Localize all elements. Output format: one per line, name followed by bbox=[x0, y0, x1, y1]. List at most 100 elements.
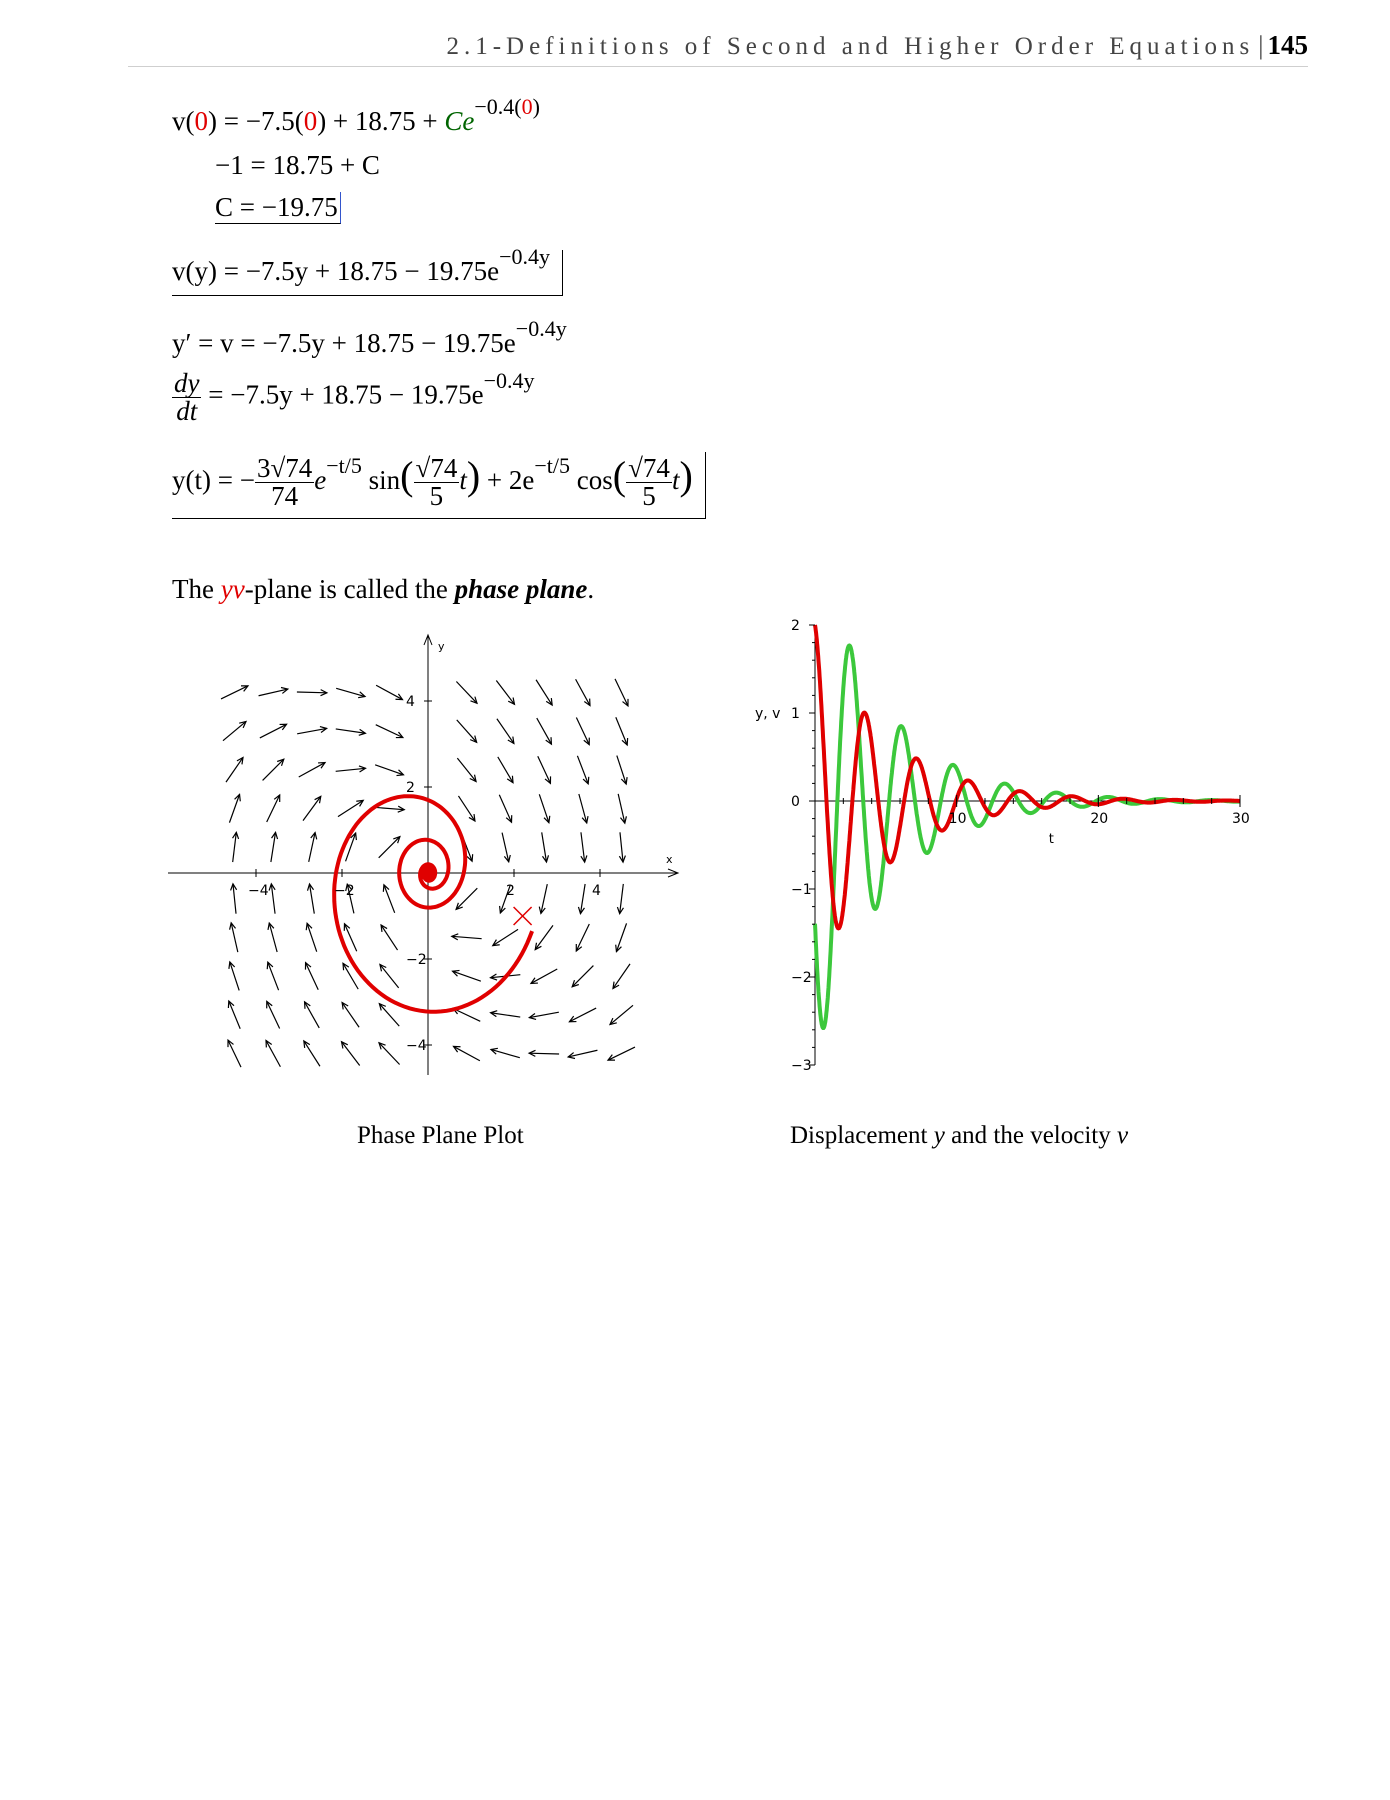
field-arrow bbox=[335, 728, 367, 736]
caption-displacement: Displacement y and the velocity v bbox=[790, 1122, 1128, 1150]
y-tick-label: −2 bbox=[791, 970, 812, 986]
field-arrow bbox=[378, 1041, 401, 1065]
equation-step2: −1 = 18.75 + C bbox=[215, 150, 380, 180]
field-arrow bbox=[538, 794, 551, 825]
x-tick-label: 20 bbox=[1090, 811, 1108, 827]
y-tick-label: 0 bbox=[791, 794, 800, 810]
x-tick-label: 30 bbox=[1232, 811, 1250, 827]
eq1-c: Ce bbox=[444, 106, 475, 136]
field-arrow bbox=[536, 717, 553, 746]
field-arrow bbox=[617, 793, 627, 825]
field-arrow bbox=[375, 684, 404, 701]
equation-y-prime: y′ = v = −7.5y + 18.75 − 19.75e−0.4y bbox=[172, 316, 567, 359]
field-arrow bbox=[575, 717, 590, 746]
x-tick-label: −2 bbox=[334, 883, 355, 899]
eq7-coef-num: 3√74 bbox=[254, 453, 315, 484]
field-arrow bbox=[489, 1047, 520, 1059]
field-arrow bbox=[308, 831, 318, 862]
field-arrow bbox=[337, 799, 365, 818]
page-number: 145 bbox=[1267, 30, 1309, 60]
field-arrow bbox=[535, 679, 553, 707]
field-arrow bbox=[262, 758, 285, 781]
field-arrow bbox=[568, 1007, 597, 1023]
x-tick-label: 4 bbox=[592, 883, 601, 899]
field-arrow bbox=[297, 725, 329, 735]
sentence-part3: . bbox=[587, 574, 595, 604]
field-arrow bbox=[268, 882, 276, 914]
eq1-exp-b: ) bbox=[532, 94, 540, 119]
y-axis-arrow bbox=[423, 633, 433, 646]
phase-plane-plot: x y −4 −2 2 4 4 2 −2 −4 bbox=[168, 633, 680, 1075]
eq1-right: ) + 18.75 + bbox=[317, 106, 445, 136]
eq7-arg-den: 5 bbox=[429, 481, 444, 512]
field-arrow bbox=[305, 921, 318, 952]
eq7-exp2: −t/5 bbox=[534, 453, 571, 478]
y-tick-label: 2 bbox=[791, 618, 800, 634]
field-arrow bbox=[612, 963, 631, 990]
eq6-num: dy bbox=[172, 368, 202, 398]
eq7-arg: √74 5 bbox=[413, 455, 460, 512]
field-arrow bbox=[229, 921, 239, 953]
eq7-arg2: √74 5 bbox=[626, 455, 672, 510]
field-arrow bbox=[575, 923, 590, 953]
field-arrow bbox=[378, 835, 401, 859]
sentence-phase-plane: phase plane bbox=[454, 574, 588, 604]
field-arrow bbox=[497, 756, 514, 784]
eq1-mid: ) = −7.5( bbox=[208, 106, 304, 136]
field-arrow bbox=[336, 687, 367, 699]
eq6-exp: −0.4y bbox=[483, 367, 535, 393]
y-tick-label: −4 bbox=[406, 1038, 427, 1054]
field-arrow bbox=[232, 830, 240, 863]
equilibrium-point bbox=[420, 865, 436, 881]
eq1-left: v( bbox=[172, 106, 195, 136]
field-arrow bbox=[343, 922, 358, 952]
field-arrow bbox=[527, 1049, 560, 1057]
field-arrow bbox=[615, 716, 629, 747]
eq4-body: v(y) = −7.5y + 18.75 − 19.75e bbox=[172, 256, 500, 286]
field-arrow bbox=[340, 1040, 361, 1066]
start-point-marker bbox=[420, 865, 533, 926]
field-arrow bbox=[374, 764, 405, 777]
y-tick-label: 2 bbox=[406, 780, 415, 796]
header-title: 2.1-Definitions of Second and Higher Ord… bbox=[446, 33, 1255, 60]
field-arrow bbox=[302, 795, 322, 821]
header-separator: | bbox=[1258, 31, 1264, 60]
field-arrow bbox=[499, 884, 512, 915]
field-arrow bbox=[265, 1039, 281, 1068]
field-arrow bbox=[576, 755, 590, 786]
dy-dt-fraction: dy dt bbox=[172, 368, 202, 426]
time-axes bbox=[814, 625, 1240, 1065]
field-arrow bbox=[450, 933, 482, 941]
field-arrow bbox=[616, 755, 628, 786]
equation-initial-condition: v(0) = −7.5(0) + 18.75 + Ce−0.4(0) bbox=[172, 94, 540, 137]
field-arrow bbox=[455, 681, 478, 705]
y-axis-label-yv: y, v bbox=[755, 706, 780, 722]
eq7-coef: 3√74 74 bbox=[254, 453, 315, 512]
field-arrow bbox=[304, 961, 319, 991]
field-arrow bbox=[608, 1004, 634, 1026]
caption-right-y: y bbox=[933, 1122, 945, 1149]
eq7-coef-den: 74 bbox=[271, 481, 299, 512]
eq7-e: e bbox=[314, 465, 327, 495]
sentence-yv: yv bbox=[220, 574, 245, 604]
caption-right-b: and the velocity bbox=[944, 1122, 1117, 1149]
caption-phase-plane: Phase Plane Plot bbox=[357, 1122, 524, 1149]
field-arrow bbox=[455, 887, 478, 911]
field-arrow bbox=[498, 794, 513, 824]
eq6-den: dt bbox=[176, 396, 198, 426]
field-arrow bbox=[456, 719, 478, 744]
y-tick-label: −3 bbox=[791, 1058, 812, 1074]
eq5-exp: −0.4y bbox=[515, 316, 567, 341]
field-arrow bbox=[451, 969, 482, 982]
field-arrow bbox=[566, 1049, 598, 1060]
equation-solution: y(t) = −3√74 74 e−t/5 sin(√74 5 t) + 2e−t/5 … bbox=[172, 452, 706, 520]
x-tick-label: 10 bbox=[949, 811, 967, 827]
y-tick-label: 4 bbox=[406, 694, 415, 710]
field-arrow bbox=[529, 968, 558, 985]
x-tick-label: 2 bbox=[506, 883, 515, 899]
field-arrow bbox=[335, 765, 367, 773]
field-arrow bbox=[267, 921, 278, 953]
field-arrow bbox=[230, 882, 238, 914]
equation-v-of-y: v(y) = −7.5y + 18.75 − 19.75e−0.4y bbox=[172, 244, 564, 296]
field-arrow bbox=[303, 1000, 320, 1029]
